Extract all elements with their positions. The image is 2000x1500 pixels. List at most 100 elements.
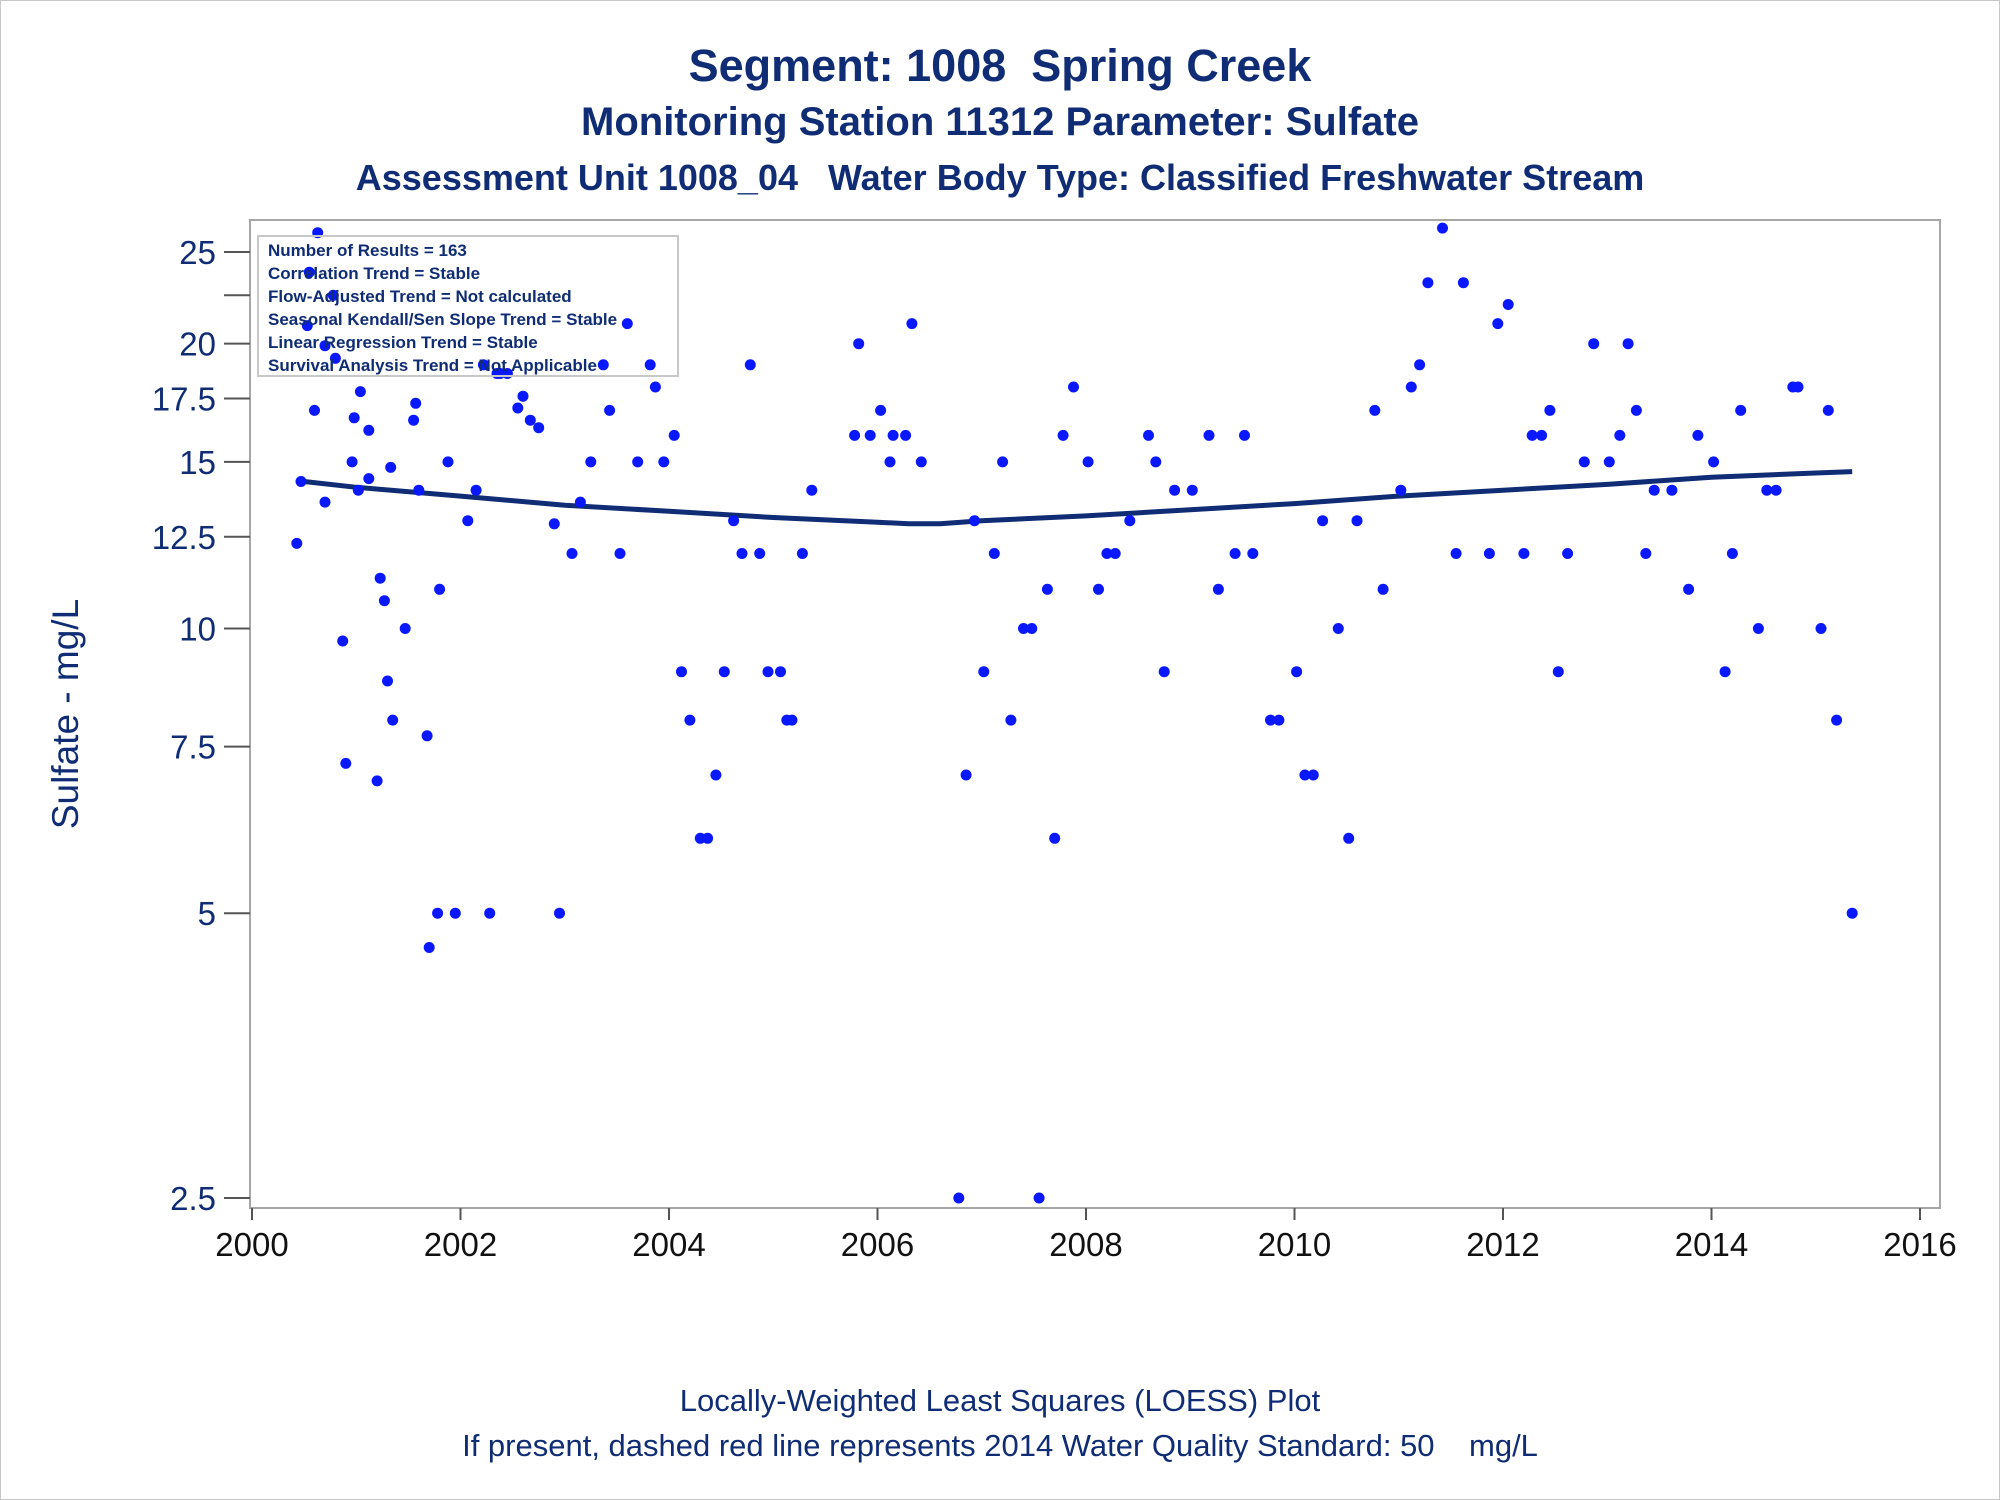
data-point xyxy=(1273,714,1285,726)
data-point xyxy=(410,397,422,409)
data-point xyxy=(348,412,360,424)
y-axis: 2.5 5 7.5 10 12.5 15 17.5 20 25 xyxy=(152,234,250,1217)
legend-line: Number of Results = 163 xyxy=(268,241,467,260)
data-point xyxy=(585,456,597,468)
data-point xyxy=(1770,484,1782,496)
data-point xyxy=(614,548,626,559)
data-point xyxy=(884,456,896,468)
loess-trend-line xyxy=(303,469,1853,527)
data-point xyxy=(988,548,1000,559)
data-point xyxy=(1815,623,1827,634)
data-point xyxy=(1603,456,1615,468)
data-point xyxy=(566,548,578,559)
data-point xyxy=(796,548,808,559)
chart-subtitle-assessment: Assessment Unit 1008_04 Water Body Type:… xyxy=(355,157,1645,198)
data-point xyxy=(887,429,899,441)
data-point xyxy=(649,381,661,393)
data-point xyxy=(1332,623,1344,634)
data-point xyxy=(1068,381,1079,393)
data-point xyxy=(1033,1192,1045,1204)
data-point xyxy=(1483,548,1495,559)
data-point xyxy=(352,484,364,496)
x-axis: 2000 2002 2004 2006 2008 2010 2012 2014 2016 xyxy=(215,1208,1957,1263)
data-point xyxy=(399,623,411,634)
data-point xyxy=(1143,429,1154,441)
y-tick-label: 15 xyxy=(179,444,216,481)
data-point xyxy=(319,340,331,352)
data-point xyxy=(554,907,565,919)
data-point xyxy=(1831,714,1843,726)
data-point xyxy=(1588,338,1600,350)
data-point xyxy=(1518,548,1530,559)
data-point xyxy=(1082,456,1094,468)
x-tick-label: 2016 xyxy=(1883,1226,1956,1263)
data-point xyxy=(1026,623,1038,634)
data-point xyxy=(1124,515,1136,527)
y-axis-title: Sulfate - mg/L xyxy=(45,599,86,829)
data-point xyxy=(644,359,656,371)
x-tick-label: 2002 xyxy=(424,1226,497,1263)
y-tick-label: 5 xyxy=(198,895,216,932)
data-point xyxy=(1544,404,1556,416)
data-point xyxy=(1093,583,1104,595)
data-point xyxy=(309,404,320,416)
data-point xyxy=(327,289,339,301)
y-tick-label: 7.5 xyxy=(170,729,216,766)
data-point xyxy=(1526,429,1538,441)
data-point xyxy=(432,907,444,919)
data-point xyxy=(1450,548,1462,559)
data-point xyxy=(960,769,972,781)
data-point xyxy=(1018,623,1029,634)
data-point xyxy=(1502,299,1514,310)
data-point xyxy=(363,424,375,436)
data-point xyxy=(1437,222,1448,234)
data-point xyxy=(1377,583,1389,595)
data-point xyxy=(969,515,980,527)
data-point xyxy=(1150,456,1162,468)
data-point xyxy=(906,318,918,330)
data-point xyxy=(1622,338,1634,350)
data-point xyxy=(1666,484,1678,496)
data-point xyxy=(1630,404,1642,416)
data-point xyxy=(1203,429,1215,441)
data-point xyxy=(1057,429,1069,441)
y-tick-label: 10 xyxy=(179,610,216,647)
data-point xyxy=(1049,832,1061,844)
data-point xyxy=(319,496,331,508)
y-tick-label: 17.5 xyxy=(152,381,216,418)
data-point xyxy=(484,907,496,919)
data-point xyxy=(340,757,352,769)
data-point xyxy=(736,548,748,559)
data-point xyxy=(1648,484,1660,496)
data-point xyxy=(1169,484,1181,496)
data-point xyxy=(1640,548,1652,559)
legend-line: Flow-Adjusted Trend = Not calculated xyxy=(268,287,572,306)
data-point xyxy=(301,320,313,332)
data-point xyxy=(710,769,722,781)
data-points xyxy=(291,222,1858,1204)
footnote-standard: If present, dashed red line represents 2… xyxy=(462,1428,1538,1463)
data-point xyxy=(718,666,730,678)
data-point xyxy=(421,730,433,742)
data-point xyxy=(295,476,307,487)
footnote-method: Locally-Weighted Least Squares (LOESS) P… xyxy=(679,1383,1321,1418)
data-point xyxy=(1317,515,1329,527)
legend-line: Seasonal Kendall/Sen Slope Trend = Stabl… xyxy=(268,310,617,329)
data-point xyxy=(1247,548,1259,559)
chart-subtitle-station: Monitoring Station 11312 Parameter: Sulf… xyxy=(581,100,1419,144)
data-point xyxy=(1422,277,1434,289)
data-point xyxy=(621,318,633,330)
data-point xyxy=(900,429,912,441)
data-point xyxy=(1229,548,1241,559)
data-point xyxy=(434,583,446,595)
y-tick-label: 20 xyxy=(179,326,216,363)
data-point xyxy=(1752,623,1764,634)
data-point xyxy=(291,537,303,549)
data-point xyxy=(1614,429,1626,441)
data-point xyxy=(1291,666,1303,678)
data-point xyxy=(1109,548,1121,559)
data-point xyxy=(806,484,818,496)
data-point xyxy=(915,456,927,468)
